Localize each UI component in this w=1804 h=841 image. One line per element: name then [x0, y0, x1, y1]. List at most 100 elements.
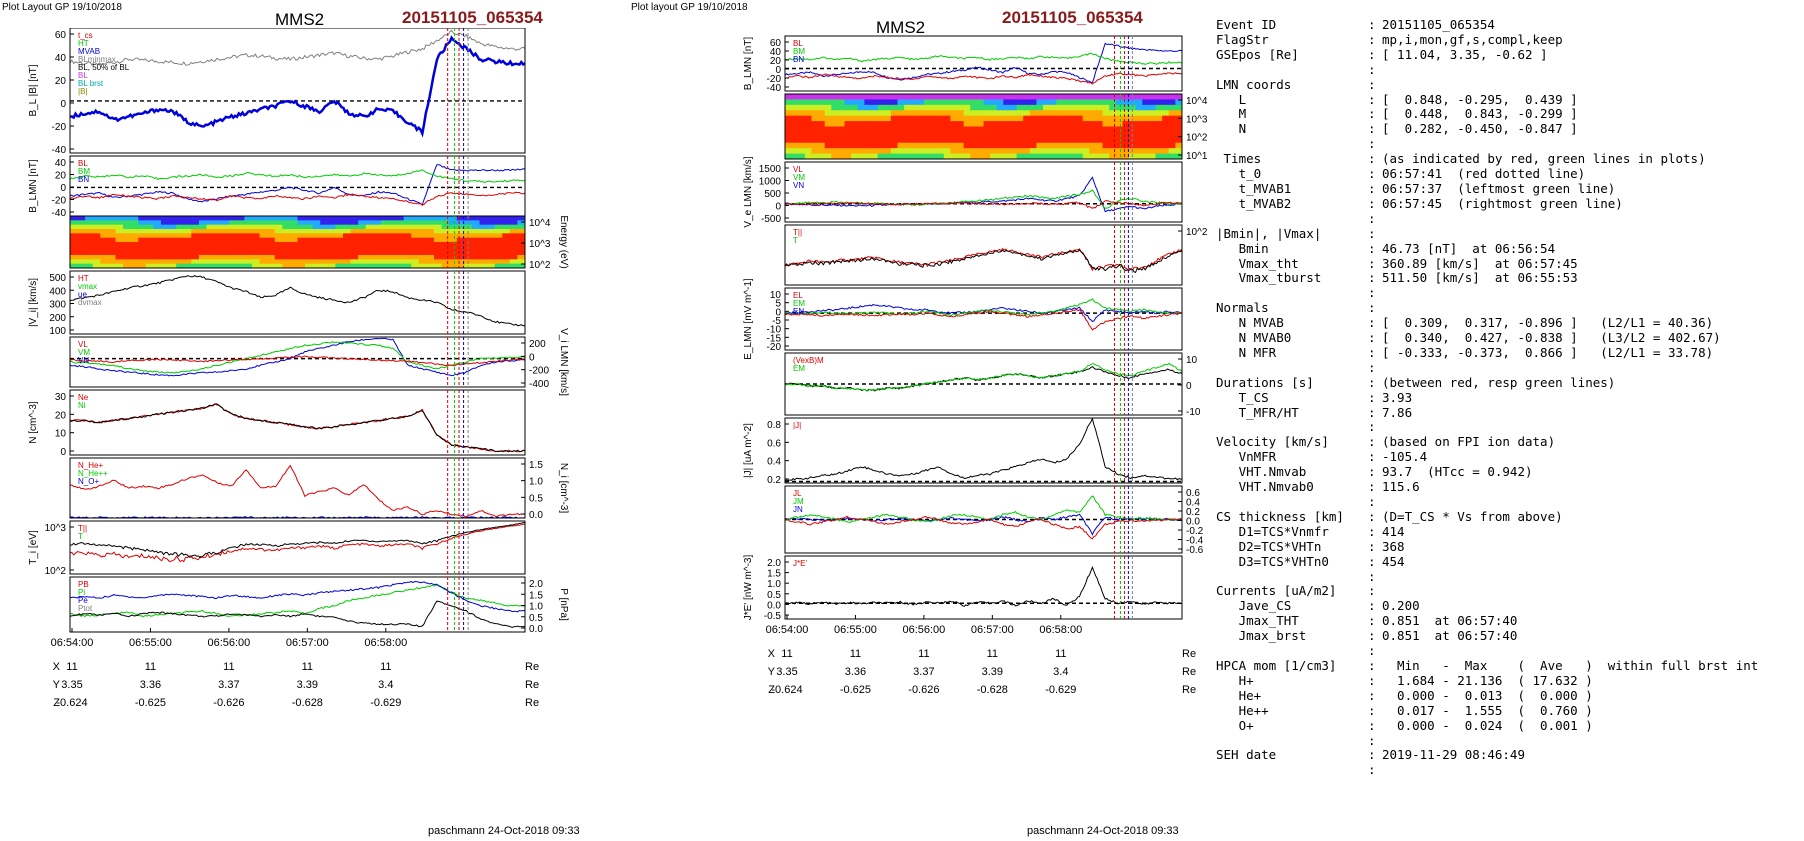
info-key: [1216, 734, 1368, 749]
spectrogram-cell: [937, 115, 945, 122]
spectrogram-cell: [153, 220, 162, 226]
spectrogram-cell: [396, 259, 405, 265]
spectrogram-cell: [502, 220, 511, 226]
spectrogram-cell: [183, 242, 192, 247]
spectrogram-cell: [1122, 137, 1130, 144]
spectrogram-cell: [1162, 110, 1170, 117]
spectrogram-cell: [343, 237, 352, 243]
pos-row-value: 11: [781, 648, 792, 660]
spectrogram-cell: [1082, 126, 1090, 133]
panel-frame: [784, 485, 1183, 554]
x-tick-label: 06:54:00: [51, 637, 94, 649]
spectrogram-cell: [1135, 110, 1143, 117]
spectrogram-cell: [411, 233, 420, 239]
spectrogram-cell: [1029, 131, 1037, 138]
spectrogram-cell: [884, 137, 892, 144]
spectrogram-cell: [1009, 126, 1018, 133]
spectrogram-cell: [983, 104, 991, 111]
spectrogram-cell: [259, 255, 268, 260]
spectrogram-cell: [380, 259, 389, 265]
spectrogram-cell: [1036, 137, 1044, 144]
info-row: D1=TCS*Vnmfr:414: [1216, 524, 1801, 540]
spectrogram-cell: [259, 259, 268, 265]
series-line-bm: [785, 52, 1183, 65]
spectrogram-cell: [804, 142, 812, 149]
spectrogram-cell: [92, 216, 101, 221]
spectrogram-cell: [191, 233, 200, 239]
spectrogram-cell: [844, 142, 852, 149]
spectrogram-cell: [785, 94, 793, 100]
legend-label: Pi: [78, 588, 85, 597]
info-row: :: [1216, 360, 1801, 376]
spectrogram-cell: [904, 142, 912, 149]
spectrogram-cell: [818, 104, 826, 111]
spectrogram-cell: [138, 259, 147, 265]
spectrogram-cell: [70, 216, 79, 221]
spectrogram-cell: [1175, 104, 1183, 111]
spectrogram-cell: [864, 131, 872, 138]
spectrogram-cell: [312, 255, 321, 260]
spectrogram-cell: [77, 259, 86, 265]
spectrogram-cell: [115, 263, 124, 269]
spectrogram-cell: [350, 246, 359, 252]
spectrogram-cell: [963, 115, 971, 122]
spectrogram-cell: [811, 142, 819, 149]
pos-row-value: 11: [145, 661, 156, 673]
spectrogram-cell: [1009, 104, 1018, 111]
spectrogram-cell: [1069, 142, 1077, 149]
series-line-bm: [69, 169, 525, 184]
spectrogram-cell: [970, 99, 978, 106]
pos-row-value: 11: [918, 648, 929, 660]
info-value: 46.73 [nT] at 06:56:54: [1382, 240, 1556, 256]
spectrogram-cell: [1109, 104, 1117, 111]
legend-label: HT: [78, 274, 89, 283]
spectrogram-cell: [1135, 142, 1143, 149]
info-key: Times: [1216, 151, 1262, 167]
y-axis-label: |V_i| [km/s]: [28, 278, 39, 327]
spectrogram-cell: [502, 255, 511, 260]
spectrogram-cell: [434, 259, 443, 265]
spectrogram-cell: [1155, 115, 1163, 122]
spectrogram-cell: [970, 126, 978, 133]
info-value: [ 0.448, 0.843, -0.299 ]: [1382, 106, 1578, 122]
legend-label: JM: [793, 497, 804, 506]
info-key: N MFR: [1216, 344, 1277, 360]
spectrogram-cell: [509, 237, 518, 243]
spectrogram-cell: [305, 263, 314, 269]
spectrogram-cell: [289, 263, 298, 269]
spectrogram-cell: [244, 263, 253, 269]
spectrogram-cell: [267, 233, 276, 239]
spectrogram-cell: [976, 148, 984, 155]
spectrogram-cell: [798, 153, 806, 160]
spectrogram-cell: [138, 237, 147, 243]
spectrogram-cell: [502, 216, 511, 221]
spectrogram-cell: [1129, 110, 1137, 117]
spectrogram-cell: [824, 104, 832, 111]
info-row: L:[ 0.848, -0.295, 0.439 ]: [1216, 92, 1801, 108]
spectrogram-cell: [138, 250, 147, 256]
spectrogram-cell: [85, 233, 94, 239]
spectrogram-cell: [471, 233, 480, 239]
panel-frame: [784, 93, 1183, 160]
spectrogram-cell: [1076, 142, 1084, 149]
y-tick-label: 10^2: [529, 260, 551, 271]
spectrogram-cell: [373, 220, 382, 226]
spectrogram-cell: [1069, 131, 1077, 138]
spectrogram-cell: [411, 216, 420, 221]
spectrogram-cell: [1175, 121, 1183, 127]
spectrogram-cell: [494, 229, 503, 234]
info-row: t_MVAB1:06:57:37 (leftmost green line): [1216, 181, 1801, 197]
spectrogram-cell: [957, 99, 965, 106]
spectrogram-cell: [191, 224, 200, 230]
spectrogram-cell: [100, 224, 109, 230]
spectrogram-cell: [183, 250, 192, 256]
info-colon: :: [1368, 300, 1376, 316]
legend-label: ue: [78, 290, 87, 299]
spectrogram-cell: [130, 216, 139, 221]
spectrogram-cell: [388, 237, 397, 243]
spectrogram-cell: [937, 137, 945, 144]
spectrogram-cell: [388, 216, 397, 221]
y-tick-label: 20: [55, 171, 67, 182]
info-colon: :: [1368, 315, 1376, 331]
